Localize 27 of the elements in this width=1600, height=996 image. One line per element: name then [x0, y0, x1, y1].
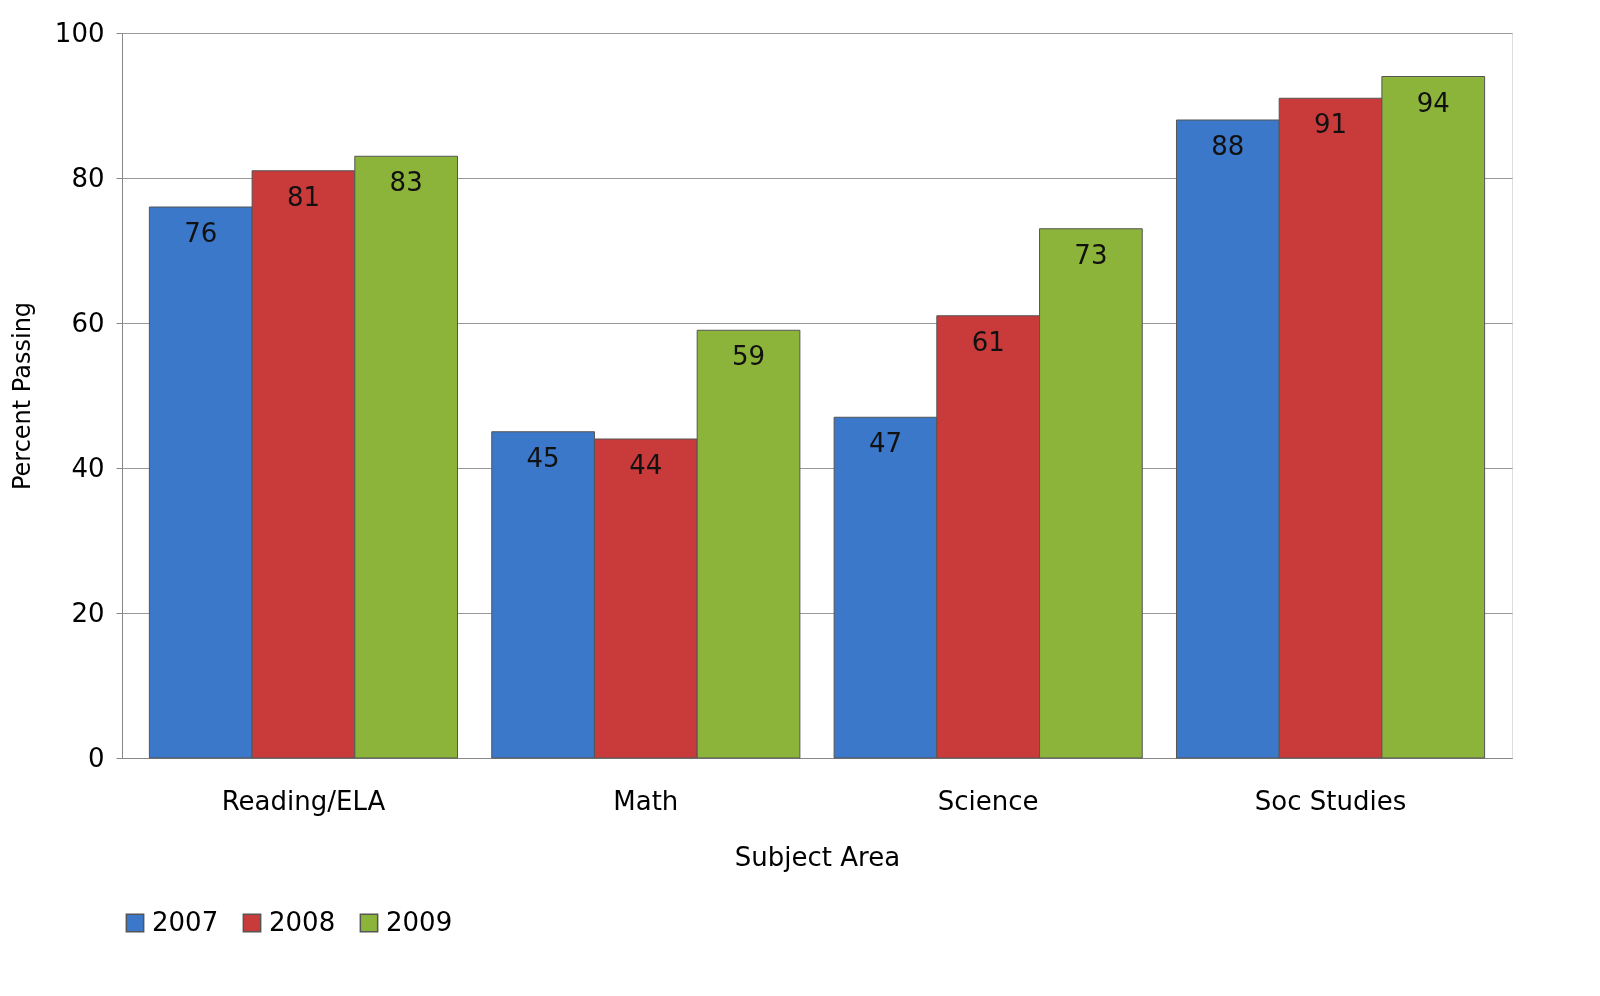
data-label: 88	[1211, 131, 1245, 161]
data-label: 91	[1314, 109, 1348, 140]
x-tick-label: Math	[613, 785, 679, 816]
y-tick-label: 40	[71, 452, 105, 483]
data-label: 81	[286, 181, 320, 212]
data-label: 61	[971, 326, 1005, 357]
y-tick-label: 100	[54, 17, 105, 48]
data-label: 59	[731, 341, 766, 372]
data-label: 83	[389, 167, 423, 198]
x-axis-title: Subject Area	[734, 841, 901, 872]
x-tick-label: Soc Studies	[1254, 785, 1407, 816]
legend-label: 2007	[152, 907, 219, 937]
data-label: 45	[526, 442, 560, 473]
data-label: 47	[868, 428, 903, 459]
legend-label: 2008	[269, 907, 336, 937]
y-tick-label: 60	[71, 307, 105, 338]
data-label: 94	[1416, 87, 1450, 118]
x-tick-label: Reading/ELA	[221, 785, 386, 816]
y-tick-label: 0	[87, 742, 105, 773]
x-tick-label: Science	[937, 785, 1039, 816]
data-label: 76	[184, 218, 218, 248]
data-label: 73	[1074, 239, 1108, 270]
y-tick-label: 20	[71, 597, 105, 628]
y-axis-title: Percent Passing	[7, 301, 36, 491]
data-label: 44	[629, 450, 663, 480]
y-tick-label: 80	[71, 162, 105, 193]
legend-label: 2009	[386, 907, 453, 937]
